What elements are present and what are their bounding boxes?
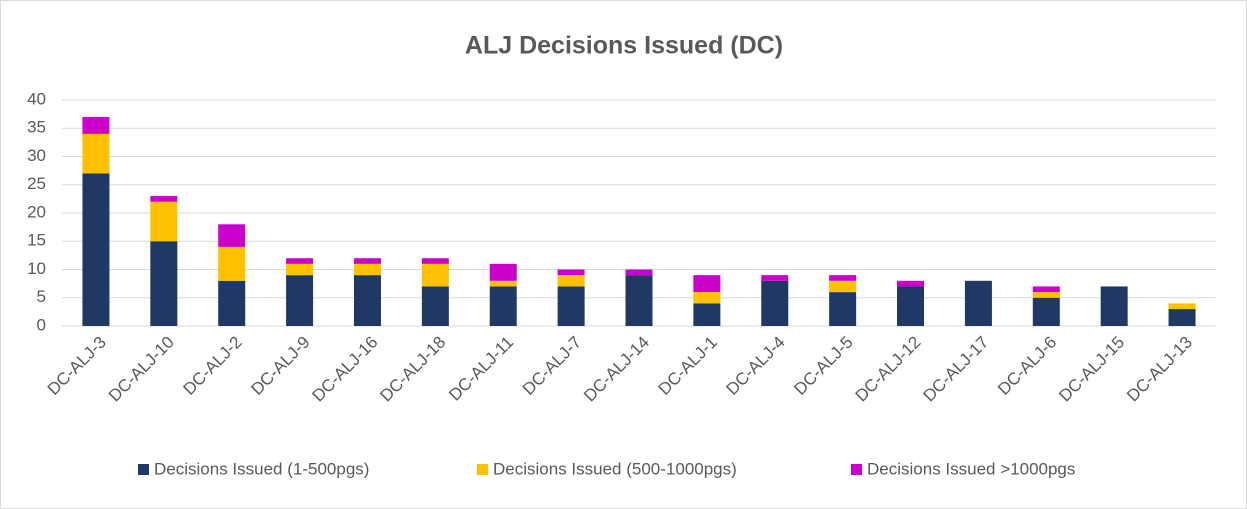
bar-segment bbox=[150, 196, 178, 202]
bar-segment bbox=[353, 275, 381, 326]
bar-segment bbox=[286, 258, 314, 264]
y-tick-label: 0 bbox=[37, 315, 46, 334]
bar-segment bbox=[1032, 286, 1060, 293]
bar-segment bbox=[218, 246, 246, 281]
bar-segment bbox=[218, 224, 246, 247]
bar-segment bbox=[489, 286, 517, 326]
bar-segment bbox=[489, 280, 517, 287]
bar-segment bbox=[353, 258, 381, 264]
bar-segment bbox=[1168, 303, 1196, 310]
bar-segment bbox=[1032, 297, 1060, 326]
bar-segment bbox=[421, 263, 449, 287]
bar-segment bbox=[82, 173, 110, 326]
y-tick-label: 25 bbox=[27, 174, 46, 193]
legend-swatch bbox=[138, 464, 149, 475]
y-tick-label: 30 bbox=[27, 146, 46, 165]
bar-segment bbox=[693, 292, 721, 304]
y-tick-label: 40 bbox=[27, 89, 46, 108]
bar-segment bbox=[421, 286, 449, 326]
legend-label: Decisions Issued >1000pgs bbox=[867, 459, 1075, 478]
y-tick-label: 5 bbox=[37, 287, 46, 306]
legend-swatch bbox=[851, 464, 862, 475]
bar-segment bbox=[557, 269, 585, 276]
bar-segment bbox=[218, 280, 246, 326]
bar-segment bbox=[897, 286, 925, 326]
bar-segment bbox=[150, 201, 178, 242]
bar-segment bbox=[82, 116, 110, 134]
bar-segment bbox=[286, 275, 314, 326]
bar-segment bbox=[693, 303, 721, 326]
legend-label: Decisions Issued (500-1000pgs) bbox=[493, 459, 737, 478]
bar-segment bbox=[557, 286, 585, 326]
y-tick-label: 10 bbox=[27, 259, 46, 278]
legend-swatch bbox=[477, 464, 488, 475]
bar-segment bbox=[1168, 309, 1196, 326]
y-tick-label: 35 bbox=[27, 118, 46, 137]
bar-segment bbox=[82, 133, 110, 174]
bar-segment bbox=[150, 241, 178, 326]
bar-segment bbox=[557, 275, 585, 287]
bar-segment bbox=[625, 269, 653, 276]
bar-segment bbox=[625, 275, 653, 326]
bar-segment bbox=[829, 280, 857, 293]
bar-segment bbox=[693, 275, 721, 293]
bar-segment bbox=[1032, 292, 1060, 298]
bar-segment bbox=[964, 280, 992, 326]
bar-segment bbox=[897, 280, 925, 287]
bar-segment bbox=[1100, 286, 1128, 326]
bar-segment bbox=[286, 263, 314, 276]
bar-segment bbox=[489, 263, 517, 281]
bar-segment bbox=[829, 292, 857, 326]
bar-segment bbox=[421, 258, 449, 264]
y-tick-label: 15 bbox=[27, 231, 46, 250]
bar-segment bbox=[761, 280, 789, 326]
legend-label: Decisions Issued (1-500pgs) bbox=[154, 459, 369, 478]
bar-segment bbox=[829, 275, 857, 281]
y-tick-label: 20 bbox=[27, 202, 46, 221]
bar-segment bbox=[353, 263, 381, 276]
chart-title: ALJ Decisions Issued (DC) bbox=[465, 32, 783, 60]
bar-segment bbox=[761, 275, 789, 281]
